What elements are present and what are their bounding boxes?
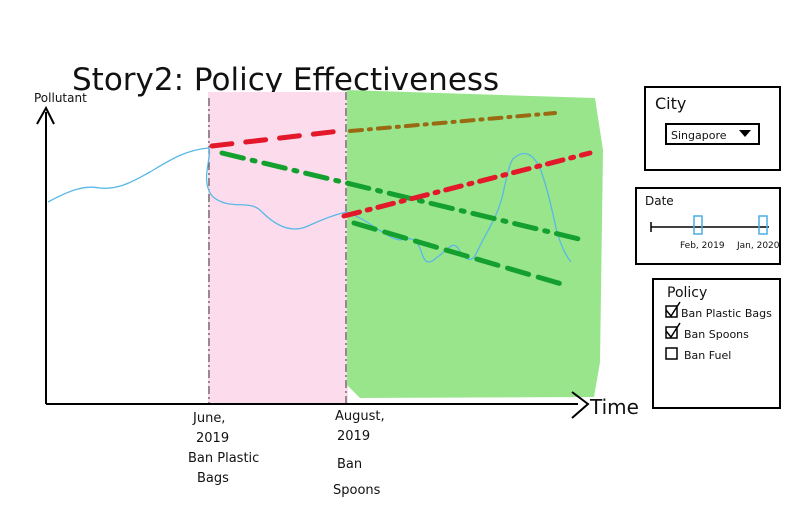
- event-spoon-line-3: Ban: [337, 457, 362, 472]
- option-label: Ban Plastic Bags: [681, 307, 772, 320]
- green-trend-projection: [219, 150, 586, 243]
- date-slider-start-handle[interactable]: [693, 215, 703, 235]
- event-plastic-line-2: 2019: [196, 431, 229, 446]
- event-spoon-line-1: August,: [335, 409, 385, 424]
- city-dropdown-value: Singapore: [671, 129, 727, 142]
- x-axis-label: Time: [589, 395, 639, 419]
- city-panel: City Singapore: [644, 86, 781, 171]
- date-slider-end-handle[interactable]: [758, 215, 768, 235]
- policy-option-ban-spoons[interactable]: Ban Spoons: [665, 322, 749, 341]
- observed-pollutant-line: [47, 147, 572, 263]
- event-plastic-line-1: June,: [192, 411, 225, 426]
- city-panel-label: City: [655, 94, 686, 113]
- event-plastic-line-4: Bags: [197, 471, 229, 486]
- checkbox[interactable]: [665, 305, 678, 318]
- check-icon: [665, 322, 681, 339]
- date-start-label: Feb, 2019: [680, 241, 725, 251]
- y-axis-arrowhead: [36, 105, 55, 125]
- event-spoon-line-2: 2019: [337, 429, 370, 444]
- date-panel-label: Date: [645, 194, 674, 208]
- checkbox[interactable]: [665, 326, 678, 339]
- check-icon: [665, 301, 681, 318]
- event-spoon-line-4: Spoons: [333, 483, 381, 498]
- red-trend-after-ban: [341, 150, 593, 219]
- x-axis-arrowhead: [571, 391, 590, 419]
- event-plastic-line-3: Ban Plastic: [188, 451, 259, 466]
- dropdown-triangle-icon: [739, 130, 751, 137]
- city-dropdown[interactable]: Singapore: [665, 123, 760, 145]
- date-end-label: Jan, 2020: [736, 241, 780, 251]
- y-axis-label: Pollutant: [34, 91, 87, 105]
- policy-panel-label: Policy: [667, 285, 707, 301]
- option-label: Ban Fuel: [684, 349, 731, 362]
- policy-option-ban-fuel[interactable]: Ban Fuel: [665, 347, 731, 362]
- date-panel: Date Feb, 2019 Jan, 2020: [635, 187, 781, 265]
- green-trend-after-ban: [351, 220, 568, 288]
- red-trend-before-ban: [209, 128, 343, 149]
- olive-trend-projection: [348, 111, 557, 133]
- post-spoon-ban-region: [347, 90, 603, 398]
- option-label: Ban Spoons: [684, 328, 749, 341]
- policy-panel: Policy Ban Plastic Bags Ban Spoons Ban F…: [652, 278, 781, 409]
- policy-option-ban-plastic-bags[interactable]: Ban Plastic Bags: [665, 301, 772, 320]
- checkbox[interactable]: [665, 347, 678, 360]
